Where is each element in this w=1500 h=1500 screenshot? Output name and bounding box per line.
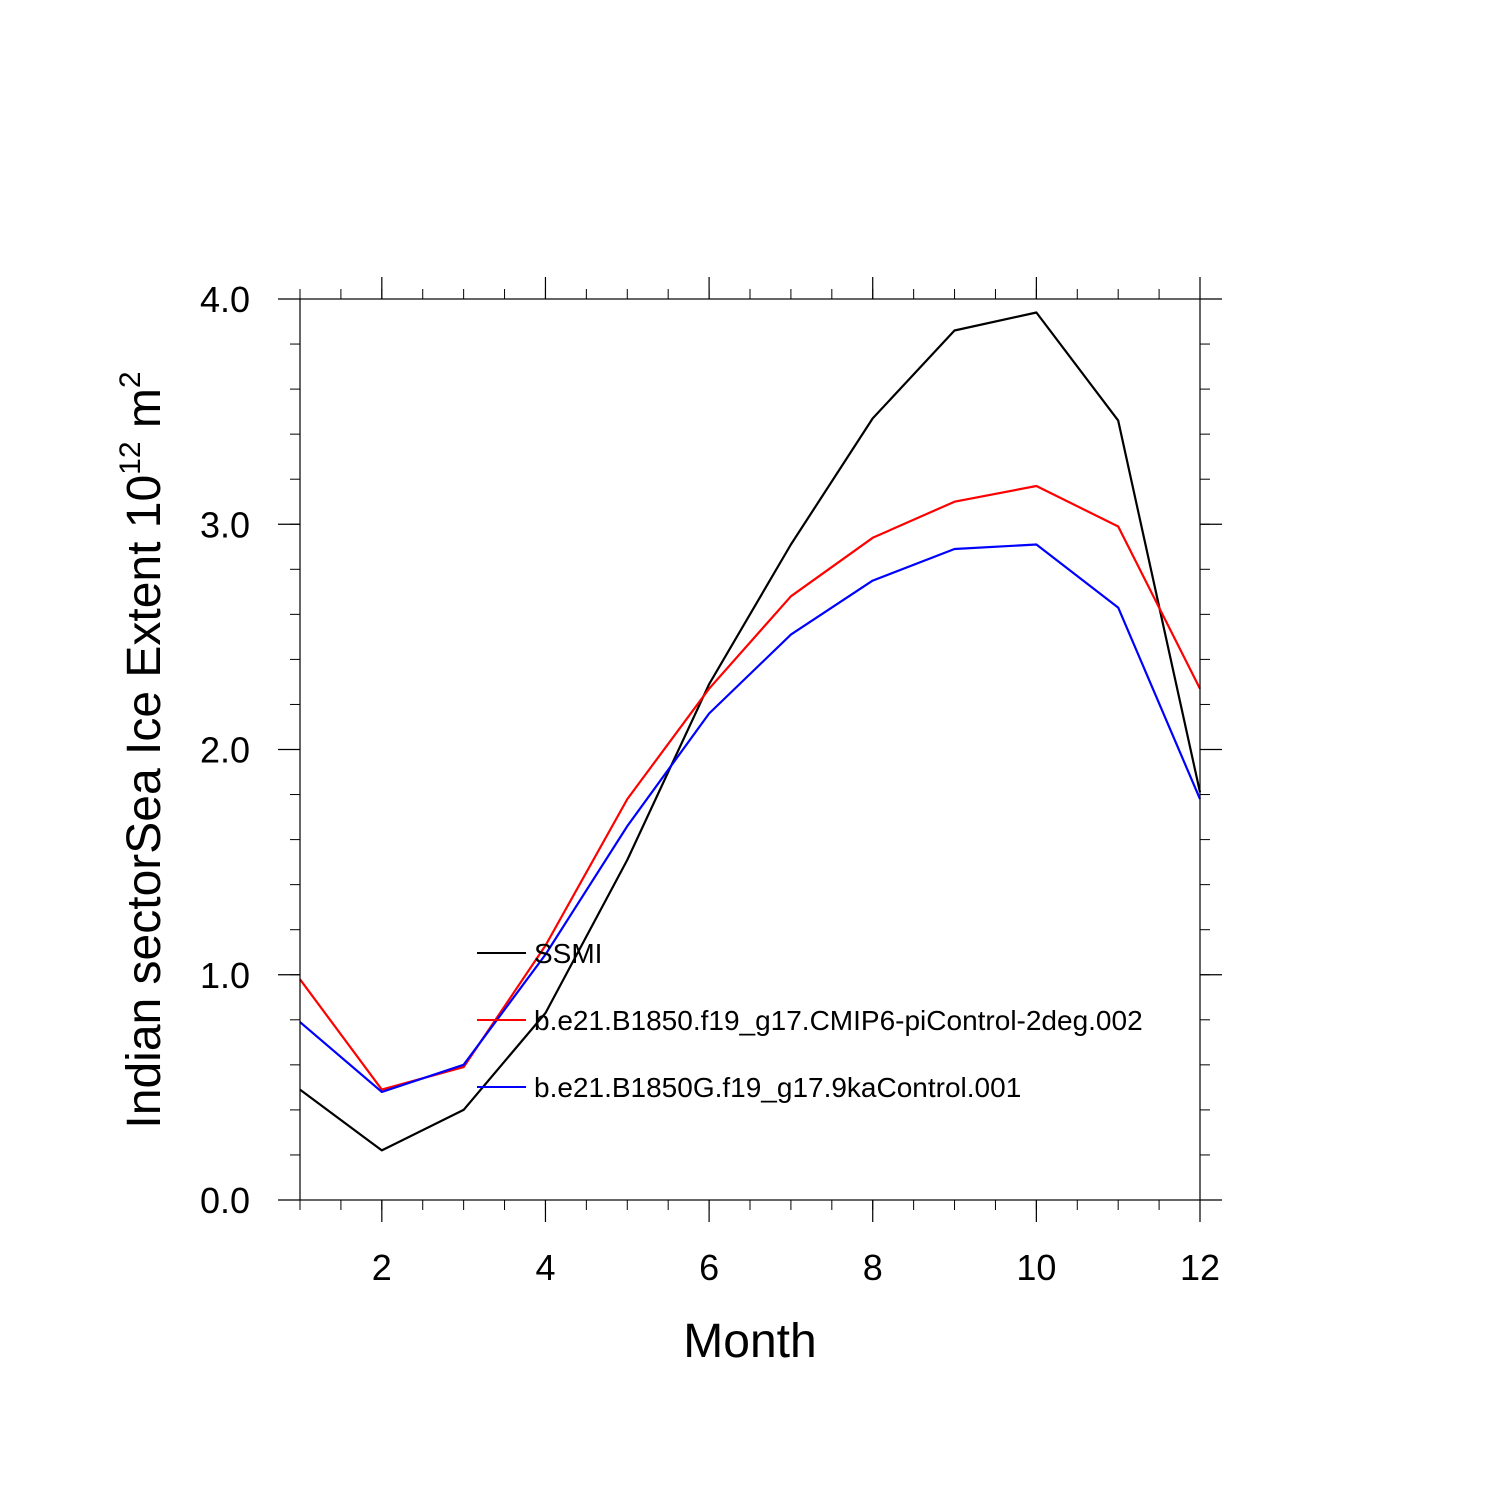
x-tick-label: 8	[863, 1247, 883, 1288]
x-tick-label: 12	[1180, 1247, 1220, 1288]
y-axis-title: Indian sectorSea Ice Extent 1012 m2	[114, 371, 171, 1128]
series-lines	[299, 311, 1202, 1152]
y-axis-title-main: Indian sectorSea Ice Extent 10	[118, 475, 171, 1129]
x-tick-label: 2	[372, 1247, 392, 1288]
series-line-ssmi	[299, 311, 1202, 1152]
legend-label-ssmi: SSMI	[534, 938, 602, 969]
x-axis-title: Month	[683, 1315, 816, 1368]
legend-label-9ka-control: b.e21.B1850G.f19_g17.9kaControl.001	[534, 1072, 1021, 1103]
plot-frame	[299, 298, 1201, 1201]
y-axis-title-unit: m	[118, 388, 171, 441]
legend: SSMI b.e21.B1850.f19_g17.CMIP6-piControl…	[477, 938, 1143, 1103]
x-tick-label: 10	[1016, 1247, 1056, 1288]
y-axis-title-exp2: 2	[114, 371, 147, 388]
x-tick-label: 6	[699, 1247, 719, 1288]
y-tick-label: 0.0	[200, 1180, 250, 1221]
y-tick-label: 3.0	[200, 504, 250, 545]
x-tick-label: 4	[535, 1247, 555, 1288]
y-tick-label: 4.0	[200, 279, 250, 320]
major-ticks	[278, 277, 1222, 1222]
y-tick-label: 2.0	[200, 730, 250, 771]
series-line-9ka-control	[299, 543, 1202, 1094]
series-line-cmip6-picontrol	[299, 484, 1201, 1091]
legend-label-cmip6-picontrol: b.e21.B1850.f19_g17.CMIP6-piControl-2deg…	[534, 1005, 1143, 1036]
tick-labels: 2 4 6 8 10 12 0.0 1.0 2.0 3.0 4.0	[200, 279, 1220, 1288]
y-tick-label: 1.0	[200, 955, 250, 996]
y-axis-title-exp1: 12	[114, 441, 147, 474]
